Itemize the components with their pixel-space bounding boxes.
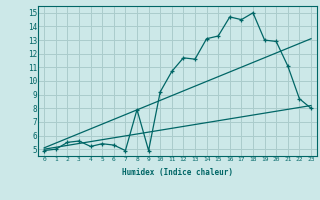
X-axis label: Humidex (Indice chaleur): Humidex (Indice chaleur) (122, 168, 233, 177)
